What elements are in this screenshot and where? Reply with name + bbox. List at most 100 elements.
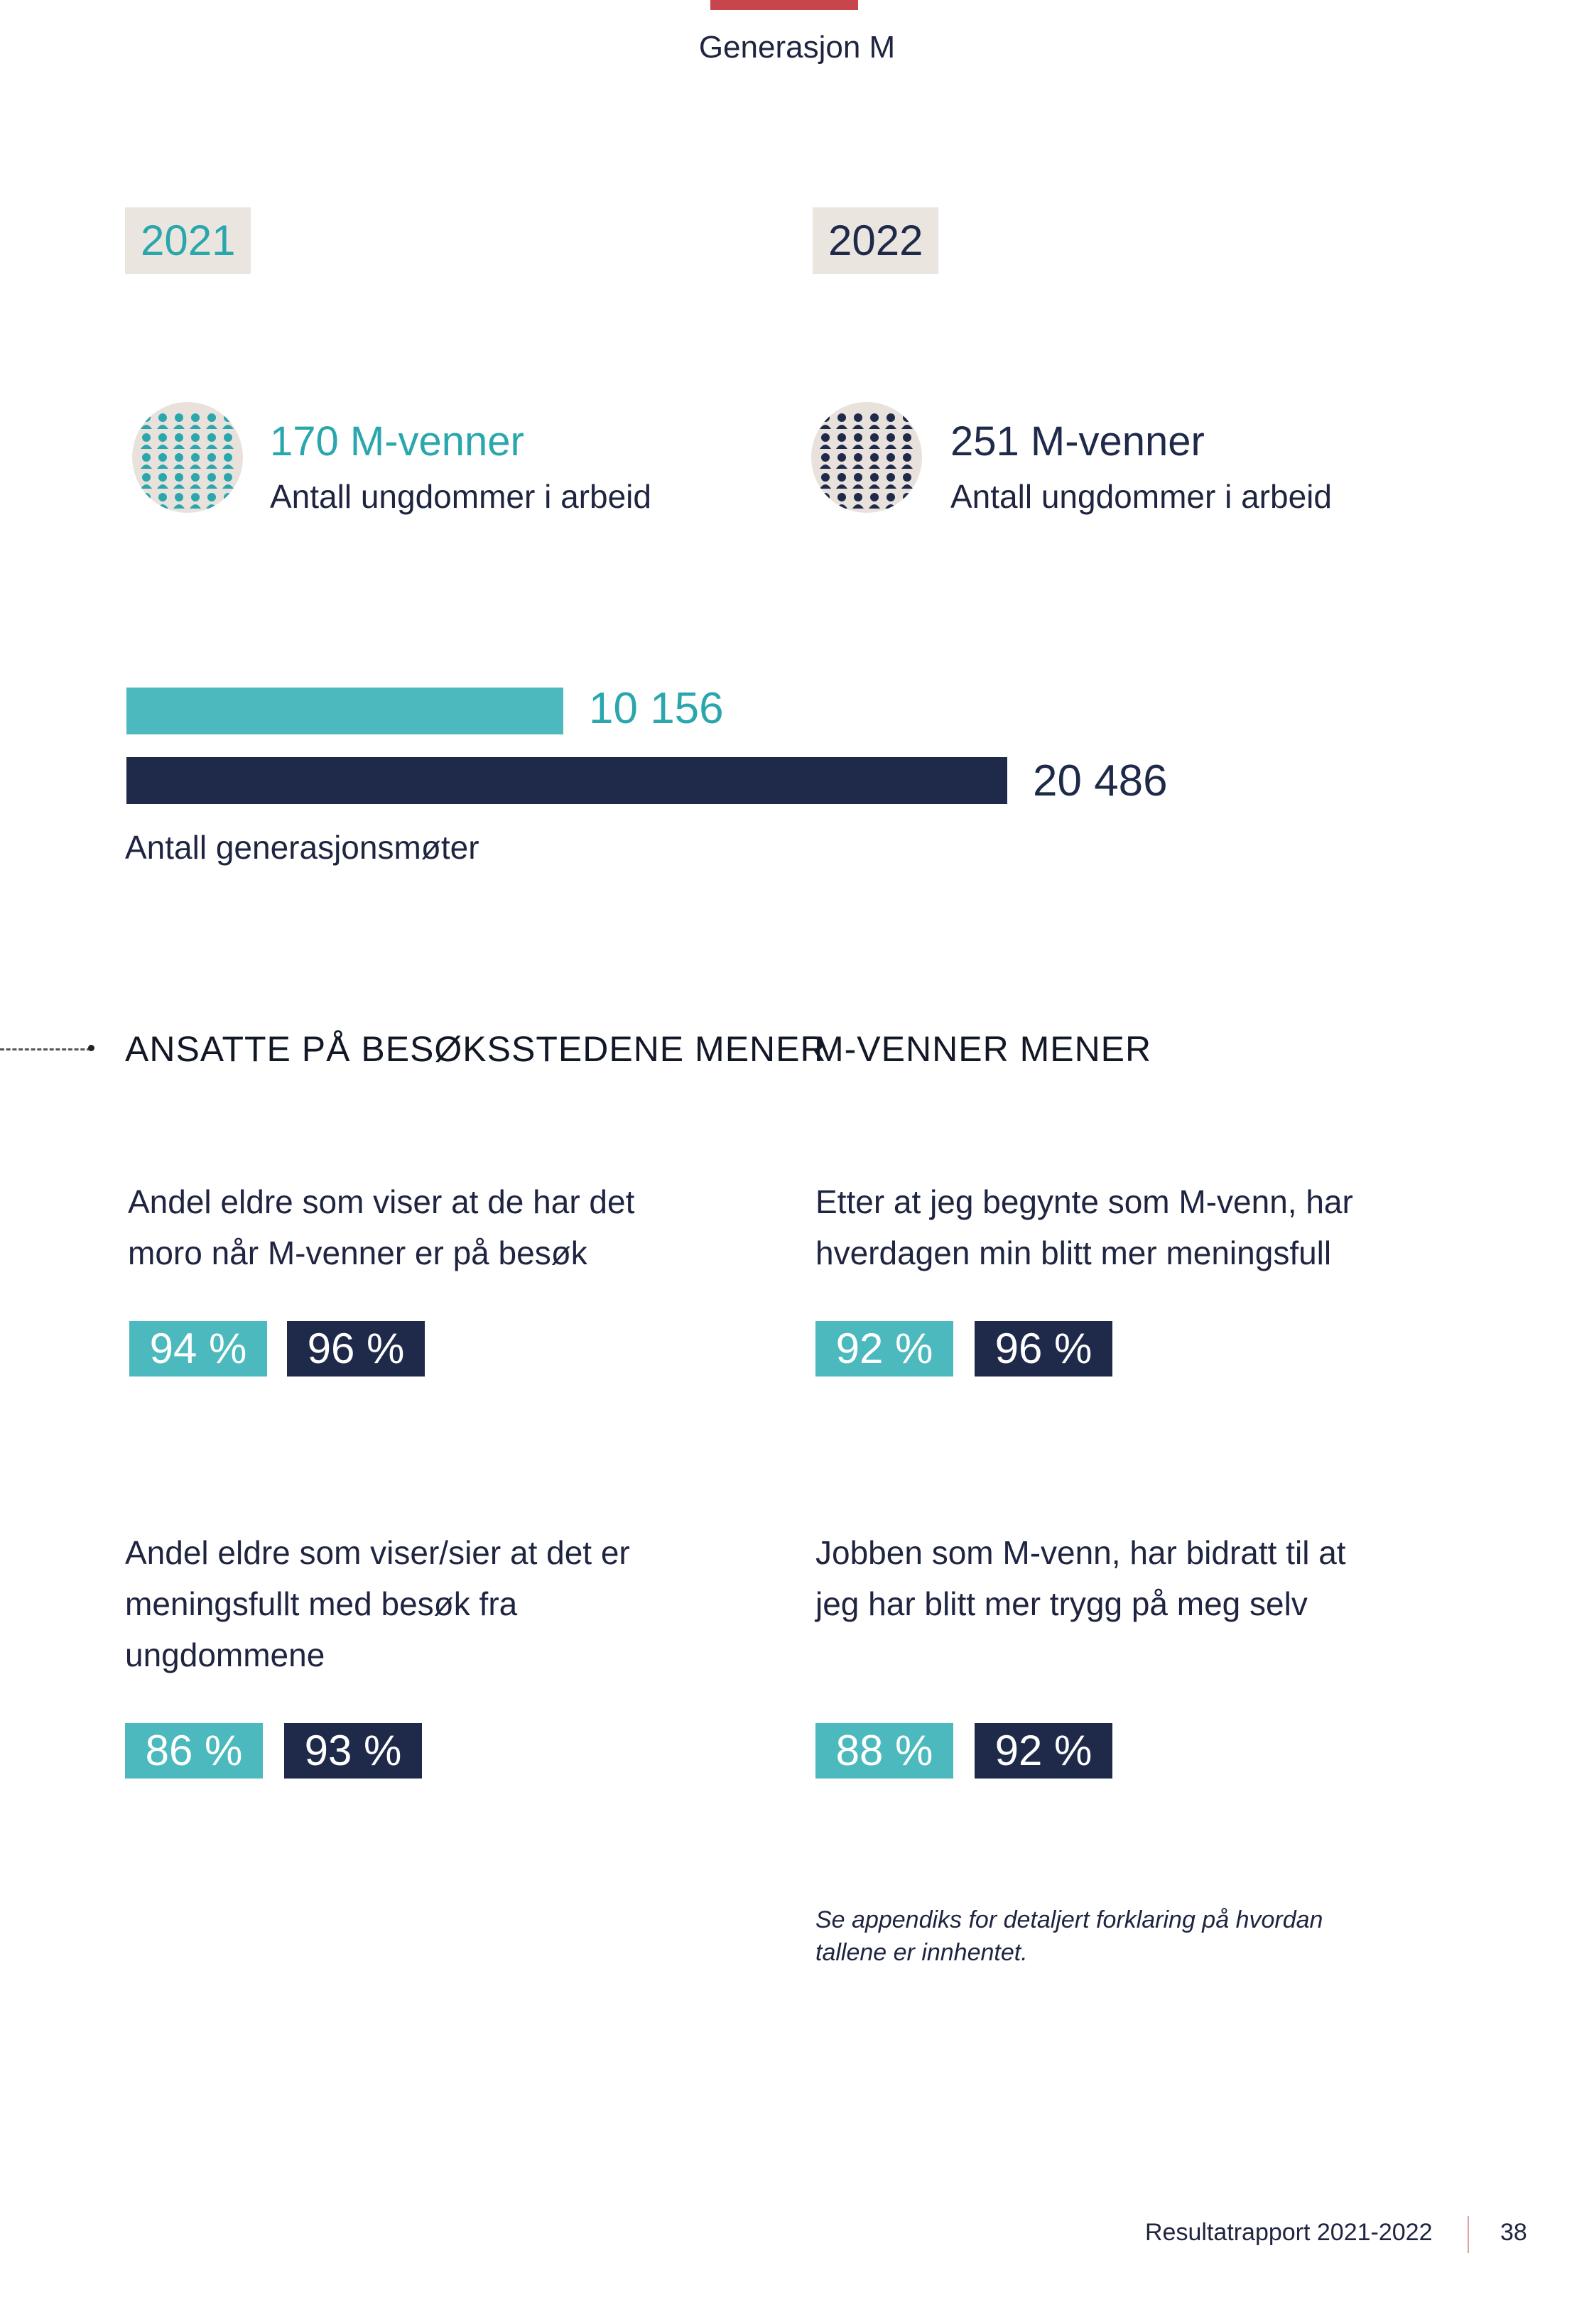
person-body	[852, 484, 864, 489]
person-head	[837, 493, 846, 501]
person-body	[157, 425, 168, 429]
person-head	[821, 453, 830, 462]
person-body	[173, 484, 185, 489]
person-body	[901, 504, 913, 509]
person-head	[837, 473, 846, 482]
person-body	[173, 445, 185, 449]
person-body	[157, 504, 168, 509]
person-head	[175, 453, 183, 462]
person-head	[887, 433, 895, 442]
section-pointer-line	[0, 1048, 91, 1050]
person-head	[142, 473, 151, 482]
person-head	[207, 453, 216, 462]
stat-value-2022: 251 M-venner	[950, 418, 1205, 465]
person-head	[821, 473, 830, 482]
person-body	[885, 425, 896, 429]
person-head	[207, 433, 216, 442]
person-head	[821, 413, 830, 422]
person-body	[206, 425, 217, 429]
person-body	[901, 445, 913, 449]
section-pointer-dot	[88, 1045, 94, 1051]
person-body	[820, 484, 831, 489]
person-body	[141, 445, 152, 449]
person-head	[191, 413, 200, 422]
person-body	[190, 445, 201, 449]
person-body	[836, 445, 847, 449]
person-body	[885, 504, 896, 509]
people-grid-icon	[811, 402, 922, 513]
page-header-title: Generasjon M	[698, 30, 896, 65]
person-head	[158, 453, 167, 462]
person-head	[887, 453, 895, 462]
meetings-value-2021: 10 156	[589, 684, 724, 733]
person-head	[870, 433, 879, 442]
person-head	[158, 413, 167, 422]
person-head	[224, 473, 232, 482]
person-head	[142, 493, 151, 501]
person-body	[852, 425, 864, 429]
person-body	[173, 465, 185, 469]
person-body	[869, 425, 880, 429]
pct-2021: 86 %	[125, 1723, 263, 1779]
person-head	[837, 453, 846, 462]
person-body	[820, 465, 831, 469]
question-left-2: Andel eldre som viser/sier at det er men…	[125, 1534, 630, 1673]
person-head	[175, 493, 183, 501]
year-badge-2022: 2022	[813, 207, 939, 274]
pct-2022: 92 %	[975, 1723, 1112, 1779]
person-body	[836, 425, 847, 429]
person-head	[142, 413, 151, 422]
person-body	[820, 445, 831, 449]
meetings-bar-2022	[126, 757, 1007, 804]
person-head	[158, 473, 167, 482]
people-grid-icon	[132, 402, 243, 513]
person-body	[820, 504, 831, 509]
person-head	[870, 453, 879, 462]
pct-2022: 93 %	[284, 1723, 422, 1779]
section-title-left: ANSATTE PÅ BESØKSSTEDENE MENER	[125, 1029, 827, 1069]
person-head	[224, 453, 232, 462]
person-body	[190, 425, 201, 429]
person-head	[207, 493, 216, 501]
person-head	[903, 413, 911, 422]
person-body	[885, 445, 896, 449]
person-body	[222, 445, 234, 449]
person-head	[870, 473, 879, 482]
year-badge-2021: 2021	[125, 207, 251, 274]
footer-divider	[1468, 2216, 1469, 2253]
person-head	[821, 493, 830, 501]
person-head	[903, 493, 911, 501]
person-head	[854, 433, 862, 442]
person-head	[191, 493, 200, 501]
person-head	[837, 433, 846, 442]
person-head	[224, 413, 232, 422]
person-body	[173, 504, 185, 509]
question-right-2: Jobben som M-venn, har bidratt til at je…	[815, 1534, 1346, 1622]
question-left-1: Andel eldre som viser at de har det moro…	[128, 1183, 635, 1271]
person-body	[190, 484, 201, 489]
person-body	[141, 484, 152, 489]
person-body	[206, 504, 217, 509]
person-head	[158, 433, 167, 442]
meetings-caption: Antall generasjonsmøter	[125, 829, 479, 866]
person-body	[852, 445, 864, 449]
person-head	[175, 473, 183, 482]
person-body	[869, 504, 880, 509]
person-body	[852, 465, 864, 469]
pct-2021: 92 %	[815, 1321, 953, 1377]
meetings-bar-2021	[126, 688, 563, 734]
person-head	[158, 493, 167, 501]
question-right-1: Etter at jeg begynte som M-venn, har hve…	[815, 1183, 1353, 1271]
person-body	[901, 465, 913, 469]
person-head	[854, 453, 862, 462]
person-head	[903, 433, 911, 442]
person-body	[820, 425, 831, 429]
person-body	[157, 445, 168, 449]
person-body	[141, 504, 152, 509]
person-body	[206, 445, 217, 449]
person-body	[190, 504, 201, 509]
person-head	[903, 453, 911, 462]
person-body	[222, 484, 234, 489]
person-head	[142, 433, 151, 442]
person-body	[157, 484, 168, 489]
